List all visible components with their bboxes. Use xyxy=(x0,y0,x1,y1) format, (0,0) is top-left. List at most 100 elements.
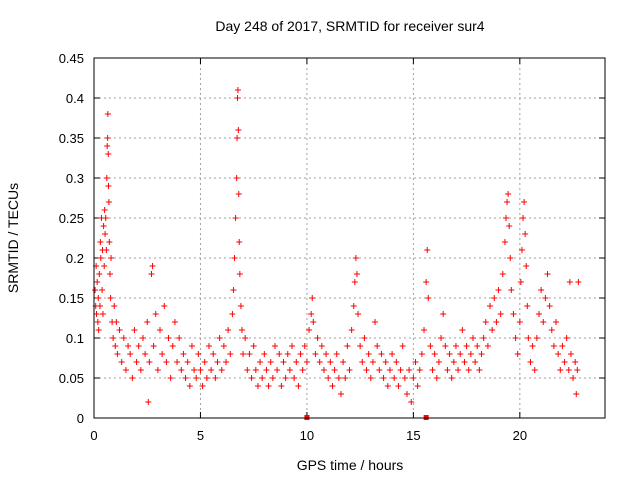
data-point xyxy=(103,175,110,181)
data-point xyxy=(306,327,313,333)
data-points xyxy=(92,87,582,420)
data-point xyxy=(353,271,360,277)
data-point xyxy=(520,215,527,221)
data-point xyxy=(199,383,206,389)
data-point xyxy=(95,327,102,333)
data-point xyxy=(505,191,512,197)
data-point xyxy=(146,359,153,365)
data-point xyxy=(237,303,244,309)
data-point xyxy=(101,263,108,269)
data-point xyxy=(497,311,504,317)
data-point xyxy=(393,359,400,365)
data-point xyxy=(469,335,476,341)
data-point xyxy=(96,271,103,277)
data-point xyxy=(480,335,487,341)
data-point xyxy=(314,335,321,341)
data-point xyxy=(440,311,447,317)
data-point xyxy=(346,367,353,373)
data-point xyxy=(510,311,517,317)
data-point xyxy=(472,359,479,365)
data-point xyxy=(152,311,159,317)
data-point xyxy=(442,343,449,349)
data-point xyxy=(318,343,325,349)
data-point xyxy=(333,351,340,357)
data-point xyxy=(435,359,442,365)
data-point xyxy=(467,351,474,357)
data-point xyxy=(555,351,562,357)
data-point xyxy=(216,335,223,341)
data-point xyxy=(340,359,347,365)
data-point xyxy=(461,359,468,365)
data-point xyxy=(297,351,304,357)
data-point xyxy=(150,343,157,349)
x-tick-label: 15 xyxy=(406,428,420,443)
data-point xyxy=(263,367,270,373)
data-point xyxy=(484,343,491,349)
data-point xyxy=(561,359,568,365)
data-point xyxy=(182,375,189,381)
data-point xyxy=(351,279,358,285)
data-point xyxy=(352,255,359,261)
data-point xyxy=(210,351,217,357)
data-point xyxy=(540,319,547,325)
data-point xyxy=(106,239,113,245)
data-point xyxy=(506,223,513,229)
data-point xyxy=(529,343,536,349)
y-tick-label: 0.1 xyxy=(66,331,84,346)
data-point xyxy=(110,335,117,341)
data-point xyxy=(418,351,425,357)
y-tick-label: 0.35 xyxy=(59,131,84,146)
data-point xyxy=(293,359,300,365)
data-point xyxy=(129,375,136,381)
data-point xyxy=(325,375,332,381)
data-point xyxy=(254,383,261,389)
data-point xyxy=(231,255,238,261)
data-point xyxy=(234,87,241,93)
data-point xyxy=(416,367,423,373)
data-point xyxy=(457,351,464,357)
data-point xyxy=(527,359,534,365)
data-point xyxy=(191,367,198,373)
data-point xyxy=(446,351,453,357)
data-point xyxy=(478,351,485,357)
data-point xyxy=(512,335,519,341)
y-tick-label: 0.3 xyxy=(66,171,84,186)
grid-lines xyxy=(94,58,605,418)
data-point xyxy=(242,335,249,341)
data-point xyxy=(348,327,355,333)
data-point xyxy=(105,183,112,189)
data-point xyxy=(230,287,237,293)
data-point xyxy=(114,351,121,357)
x-axis-label: GPS time / hours xyxy=(297,457,404,473)
data-point xyxy=(102,215,109,221)
data-point xyxy=(165,335,172,341)
chart-title: Day 248 of 2017, SRMTID for receiver sur… xyxy=(215,18,484,34)
data-point xyxy=(178,367,185,373)
data-point xyxy=(535,311,542,317)
data-point xyxy=(120,335,127,341)
data-point xyxy=(274,367,281,373)
data-point xyxy=(374,343,381,349)
data-point xyxy=(303,359,310,365)
data-point xyxy=(234,95,241,101)
data-point xyxy=(233,175,240,181)
data-point xyxy=(122,367,129,373)
data-point xyxy=(386,367,393,373)
data-point xyxy=(246,351,253,357)
x-tick-label: 0 xyxy=(90,428,97,443)
data-point xyxy=(335,375,342,381)
data-point xyxy=(546,303,553,309)
data-point xyxy=(429,367,436,373)
data-point xyxy=(572,359,579,365)
data-point xyxy=(522,231,529,237)
data-point xyxy=(365,351,372,357)
data-point xyxy=(463,343,470,349)
data-point xyxy=(94,319,101,325)
data-point xyxy=(489,327,496,333)
data-point xyxy=(174,359,181,365)
data-point xyxy=(250,343,257,349)
data-point xyxy=(289,343,296,349)
data-point xyxy=(410,375,417,381)
data-point xyxy=(566,279,573,285)
data-point xyxy=(101,207,108,213)
